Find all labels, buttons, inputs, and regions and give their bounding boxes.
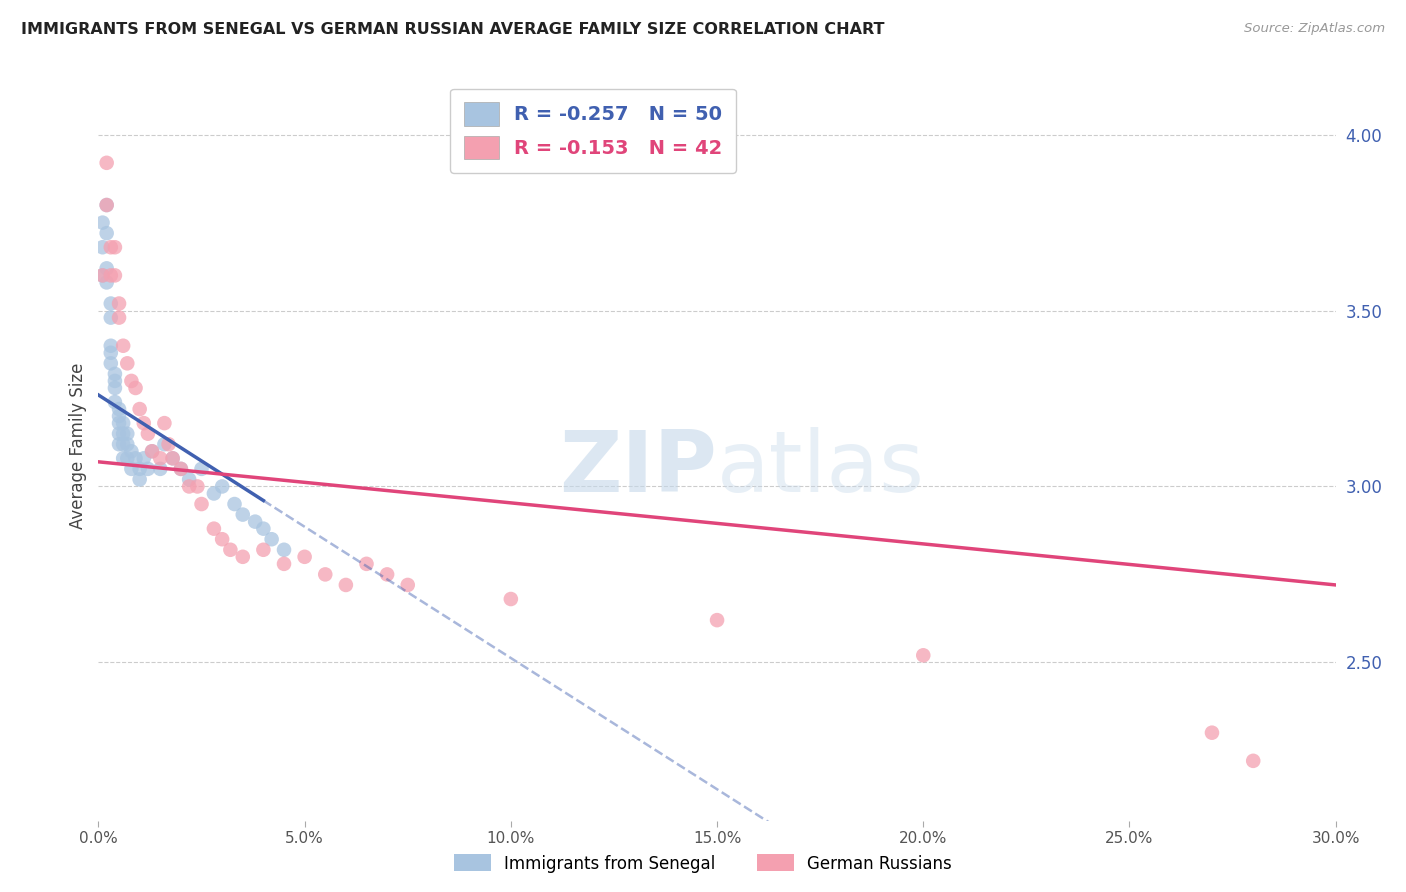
Point (96, 276, 118, 290)
Point (190, 497, 212, 511)
Point (112, 451, 135, 466)
Point (108, 409, 131, 423)
Point (162, 451, 184, 466)
Point (128, 402, 150, 417)
Point (100, 310, 122, 325)
Point (104, 381, 127, 395)
Point (108, 416, 131, 430)
Point (100, 240, 122, 254)
Point (96, 261, 118, 276)
Point (96, 198, 118, 212)
Legend: Immigrants from Senegal, German Russians: Immigrants from Senegal, German Russians (447, 847, 959, 880)
Point (273, 542, 295, 557)
Point (136, 426, 159, 441)
Point (179, 479, 201, 493)
Point (157, 437, 180, 451)
Point (136, 462, 159, 476)
Point (117, 451, 139, 466)
Point (141, 444, 163, 458)
Point (108, 310, 131, 325)
Point (104, 240, 127, 254)
Point (100, 345, 122, 359)
Point (202, 486, 225, 500)
Point (91, 240, 114, 254)
Point (314, 567, 336, 582)
Text: atlas: atlas (717, 427, 925, 510)
Point (112, 426, 135, 441)
Point (108, 426, 131, 441)
Point (149, 451, 172, 466)
Point (117, 437, 139, 451)
Point (252, 522, 274, 536)
Point (356, 557, 378, 571)
Point (294, 549, 316, 564)
Point (499, 592, 522, 607)
Point (273, 557, 295, 571)
Point (96, 156, 118, 170)
Point (202, 522, 225, 536)
Point (100, 268, 122, 283)
Point (117, 426, 139, 441)
Point (141, 444, 163, 458)
Point (91, 216, 114, 230)
Point (104, 395, 127, 409)
Point (335, 578, 357, 592)
Text: ZIP: ZIP (560, 427, 717, 510)
Point (128, 472, 150, 486)
Point (104, 367, 127, 381)
Point (170, 462, 193, 476)
Point (108, 402, 131, 417)
Point (224, 497, 246, 511)
Text: Source: ZipAtlas.com: Source: ZipAtlas.com (1244, 22, 1385, 36)
Point (124, 381, 146, 395)
Point (149, 462, 172, 476)
Point (112, 416, 135, 430)
Point (179, 472, 201, 486)
Point (170, 462, 193, 476)
Point (120, 462, 142, 476)
Point (243, 515, 266, 529)
Point (100, 296, 122, 310)
Text: IMMIGRANTS FROM SENEGAL VS GERMAN RUSSIAN AVERAGE FAMILY SIZE CORRELATION CHART: IMMIGRANTS FROM SENEGAL VS GERMAN RUSSIA… (21, 22, 884, 37)
Point (91, 268, 114, 283)
Point (112, 339, 135, 353)
Point (232, 508, 254, 522)
Point (120, 444, 142, 458)
Point (1241, 754, 1264, 768)
Point (162, 451, 184, 466)
Point (1201, 725, 1223, 739)
Point (128, 462, 150, 476)
Legend: R = -0.257   N = 50, R = -0.153   N = 42: R = -0.257 N = 50, R = -0.153 N = 42 (450, 88, 737, 173)
Point (132, 451, 155, 466)
Point (108, 437, 131, 451)
Y-axis label: Average Family Size: Average Family Size (69, 363, 87, 529)
Point (375, 567, 398, 582)
Point (96, 198, 118, 212)
Point (232, 549, 254, 564)
Point (211, 479, 233, 493)
Point (186, 479, 208, 493)
Point (104, 374, 127, 388)
Point (117, 356, 139, 370)
Point (396, 578, 419, 592)
Point (706, 613, 728, 627)
Point (108, 296, 131, 310)
Point (153, 416, 176, 430)
Point (120, 374, 142, 388)
Point (153, 437, 176, 451)
Point (112, 437, 135, 451)
Point (100, 356, 122, 370)
Point (252, 542, 274, 557)
Point (91, 268, 114, 283)
Point (912, 648, 935, 663)
Point (100, 339, 122, 353)
Point (104, 268, 127, 283)
Point (96, 226, 118, 240)
Point (124, 451, 146, 466)
Point (211, 533, 233, 547)
Point (190, 462, 212, 476)
Point (260, 533, 283, 547)
Point (132, 416, 155, 430)
Point (219, 542, 242, 557)
